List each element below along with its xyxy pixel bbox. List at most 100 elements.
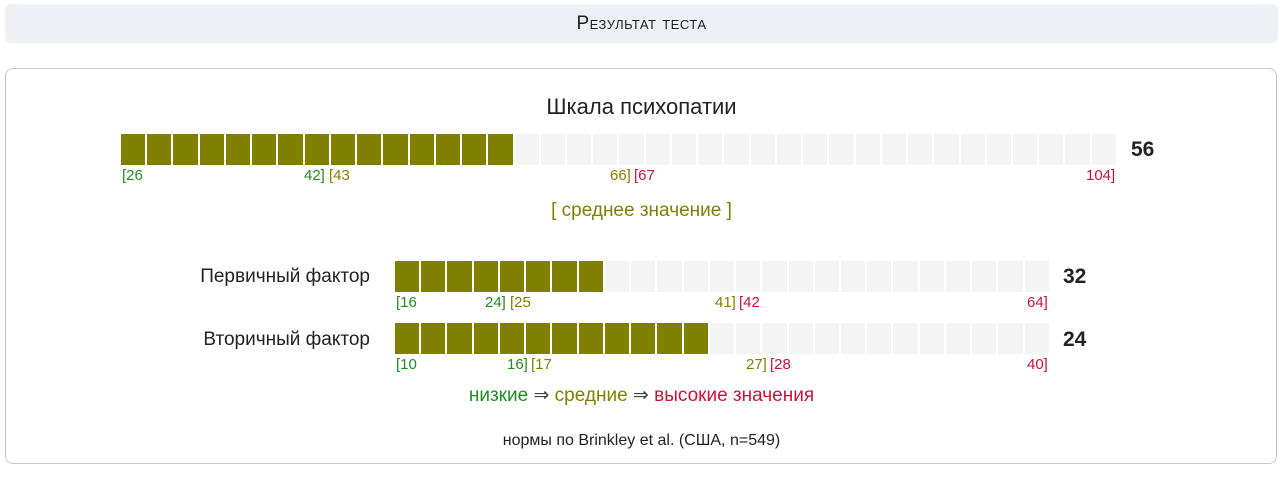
- bar-segment-empty: [645, 134, 672, 165]
- tick-mid-start: [43: [329, 167, 350, 184]
- bar-segment-filled: [330, 134, 358, 165]
- bar-segment-empty: [788, 261, 815, 292]
- bar-segment-filled: [435, 134, 463, 165]
- bar-segment-filled: [121, 134, 148, 165]
- bar-segment-filled: [147, 134, 174, 165]
- bar-segment-filled: [447, 323, 474, 354]
- bar-segment-empty: [762, 261, 789, 292]
- bar-segment-empty: [867, 261, 894, 292]
- legend-low: низкие: [468, 385, 529, 406]
- bar-segment-empty: [631, 261, 658, 292]
- bar-segment-empty: [683, 261, 710, 292]
- result-title: Результат теста: [576, 12, 707, 34]
- secondary-factor-bar: [395, 323, 1051, 354]
- bar-segment-filled: [473, 261, 500, 292]
- bar-segment-empty: [829, 134, 856, 165]
- bar-segment-empty: [972, 323, 999, 354]
- bar-segment-empty: [972, 261, 999, 292]
- bar-segment-empty: [945, 261, 973, 292]
- bar-segment-filled: [173, 134, 200, 165]
- psychopathy-scale-bar: [121, 134, 1118, 165]
- legend-arrow-1: ⇒: [533, 385, 550, 406]
- f1-tick-low-end: 16]: [507, 356, 528, 373]
- bar-segment-empty: [671, 134, 699, 165]
- f0-tick-mid-start: [25: [510, 294, 531, 311]
- result-card: [5, 68, 1277, 464]
- tick-high-start: [67: [634, 167, 655, 184]
- bar-segment-filled: [383, 134, 410, 165]
- bar-segment-filled: [395, 261, 422, 292]
- result-header: Результат теста: [5, 4, 1278, 43]
- range-legend: низкие ⇒ средние ⇒ высокие значения: [0, 384, 1283, 407]
- bar-segment-empty: [1091, 134, 1118, 165]
- bar-segment-empty: [867, 323, 894, 354]
- bar-segment-empty: [893, 261, 920, 292]
- bar-segment-filled: [526, 323, 553, 354]
- bar-segment-empty: [514, 134, 541, 165]
- bar-segment-empty: [619, 134, 646, 165]
- bar-segment-empty: [814, 323, 841, 354]
- tick-low-end: 42]: [304, 167, 325, 184]
- bar-segment-empty: [960, 134, 987, 165]
- bar-segment-filled: [657, 323, 684, 354]
- bar-segment-filled: [304, 134, 331, 165]
- bar-segment-empty: [566, 134, 594, 165]
- bar-segment-filled: [225, 134, 253, 165]
- f0-tick-high-start: [42: [739, 294, 760, 311]
- f0-tick-low-end: 24]: [485, 294, 506, 311]
- bar-segment-empty: [945, 323, 973, 354]
- bar-segment-filled: [421, 261, 448, 292]
- bar-segment-filled: [683, 323, 710, 354]
- legend-arrow-2: ⇒: [632, 385, 649, 406]
- bar-segment-empty: [604, 261, 632, 292]
- bar-segment-empty: [840, 323, 868, 354]
- f1-tick-high-start: [28: [770, 356, 791, 373]
- scale-title: Шкала психопатии: [546, 94, 737, 119]
- bar-segment-empty: [1065, 134, 1092, 165]
- tick-low-start: [26: [122, 167, 143, 184]
- bar-segment-empty: [855, 134, 882, 165]
- tick-mid-end: 66]: [610, 167, 631, 184]
- bar-segment-empty: [657, 261, 684, 292]
- bar-segment-empty: [840, 261, 868, 292]
- bar-segment-empty: [998, 323, 1025, 354]
- bar-segment-empty: [919, 323, 946, 354]
- bar-segment-empty: [881, 134, 909, 165]
- bar-segment-empty: [1012, 134, 1040, 165]
- bar-segment-empty: [540, 134, 567, 165]
- bar-segment-empty: [776, 134, 804, 165]
- bar-segment-filled: [499, 261, 527, 292]
- bar-segment-filled: [604, 323, 632, 354]
- secondary-factor-score: 24: [1063, 328, 1087, 351]
- bar-segment-empty: [709, 323, 737, 354]
- f1-tick-mid-end: 27]: [746, 356, 767, 373]
- bar-segment-filled: [552, 323, 579, 354]
- f1-tick-low-start: [10: [396, 356, 417, 373]
- f0-tick-low-start: [16: [396, 294, 417, 311]
- f0-tick-mid-end: 41]: [715, 294, 736, 311]
- bar-segment-empty: [803, 134, 830, 165]
- bar-segment-empty: [814, 261, 841, 292]
- bar-segment-empty: [762, 323, 789, 354]
- bar-segment-filled: [462, 134, 489, 165]
- bar-segment-empty: [709, 261, 737, 292]
- primary-factor-label: Первичный фактор: [200, 266, 370, 287]
- bar-segment-empty: [724, 134, 751, 165]
- bar-segment-filled: [499, 323, 527, 354]
- bar-segment-filled: [357, 134, 384, 165]
- bar-segment-filled: [578, 261, 605, 292]
- bar-segment-empty: [593, 134, 620, 165]
- bar-segment-filled: [395, 323, 422, 354]
- bar-segment-filled: [526, 261, 553, 292]
- primary-factor-score: 32: [1063, 265, 1087, 288]
- legend-high: высокие значения: [654, 385, 815, 406]
- bar-segment-empty: [736, 261, 763, 292]
- bar-segment-empty: [1039, 134, 1066, 165]
- norms-note: нормы по Brinkley et al. (США, n=549): [502, 432, 781, 449]
- bar-segment-empty: [788, 323, 815, 354]
- f1-tick-high-end: 40]: [1027, 356, 1048, 373]
- bar-segment-filled: [552, 261, 579, 292]
- bar-segment-empty: [1024, 323, 1051, 354]
- bar-segment-filled: [578, 323, 605, 354]
- bar-segment-filled: [473, 323, 500, 354]
